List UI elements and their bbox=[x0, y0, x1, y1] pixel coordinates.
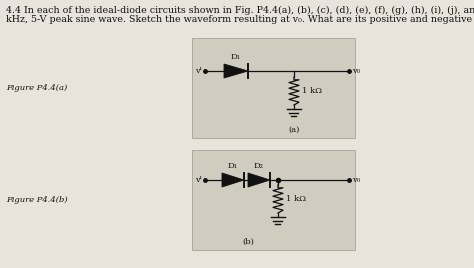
Bar bbox=[192, 150, 355, 250]
Text: (a): (a) bbox=[288, 126, 300, 134]
Text: D₁: D₁ bbox=[228, 162, 238, 170]
Text: 1 kΩ: 1 kΩ bbox=[302, 87, 322, 95]
Polygon shape bbox=[248, 173, 270, 187]
Text: 4.4 In each of the ideal-diode circuits shown in Fig. P4.4(a), (b), (c), (d), (e: 4.4 In each of the ideal-diode circuits … bbox=[6, 6, 474, 15]
Text: v₀: v₀ bbox=[352, 67, 360, 75]
Polygon shape bbox=[224, 64, 248, 78]
Text: Figure P4.4(b): Figure P4.4(b) bbox=[6, 196, 68, 204]
Text: vᴵ: vᴵ bbox=[195, 67, 202, 75]
Text: D₁: D₁ bbox=[231, 53, 241, 61]
Bar bbox=[192, 38, 355, 138]
Text: D₂: D₂ bbox=[254, 162, 264, 170]
Text: kHz, 5-V peak sine wave. Sketch the waveform resulting at v₀. What are its posit: kHz, 5-V peak sine wave. Sketch the wave… bbox=[6, 15, 474, 24]
Text: v₀: v₀ bbox=[352, 176, 360, 184]
Polygon shape bbox=[222, 173, 244, 187]
Text: (b): (b) bbox=[242, 238, 254, 246]
Text: Figure P4.4(a): Figure P4.4(a) bbox=[6, 84, 67, 92]
Text: vᴵ: vᴵ bbox=[195, 176, 202, 184]
Text: 1 kΩ: 1 kΩ bbox=[286, 195, 306, 203]
